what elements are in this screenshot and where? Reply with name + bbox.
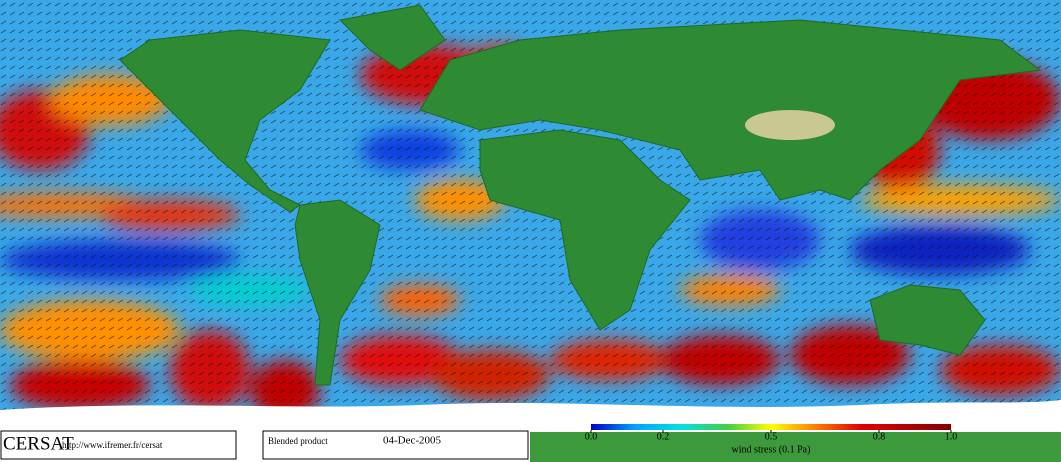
- greenland: [338, 4, 446, 71]
- north-america: [119, 29, 331, 213]
- plateau: [745, 110, 835, 140]
- colorbar-tick-label: 0.5: [765, 431, 778, 442]
- south-america: [294, 199, 381, 386]
- colorbar: [591, 424, 951, 430]
- url: http://www.ifremer.fr/cersat: [62, 440, 163, 450]
- credit-box: [0, 430, 237, 460]
- logo: CERSAT: [3, 433, 74, 454]
- product: Blended product: [268, 436, 328, 446]
- africa: [479, 129, 691, 331]
- australia: [869, 284, 986, 356]
- colorbar-label: wind stress (0.1 Pa): [732, 444, 811, 455]
- colorbar-tick-label: 1.0: [945, 431, 958, 442]
- info-box: [262, 430, 529, 460]
- colorbar-tick-label: 0.0: [585, 431, 598, 442]
- land-strip: [530, 432, 1061, 462]
- colorbar-tick-label: 0.8: [873, 431, 886, 442]
- date: 04-Dec-2005: [383, 435, 442, 447]
- land: [119, 4, 1042, 386]
- colorbar-tick-label: 0.2: [657, 431, 670, 442]
- eurasia: [419, 19, 1042, 201]
